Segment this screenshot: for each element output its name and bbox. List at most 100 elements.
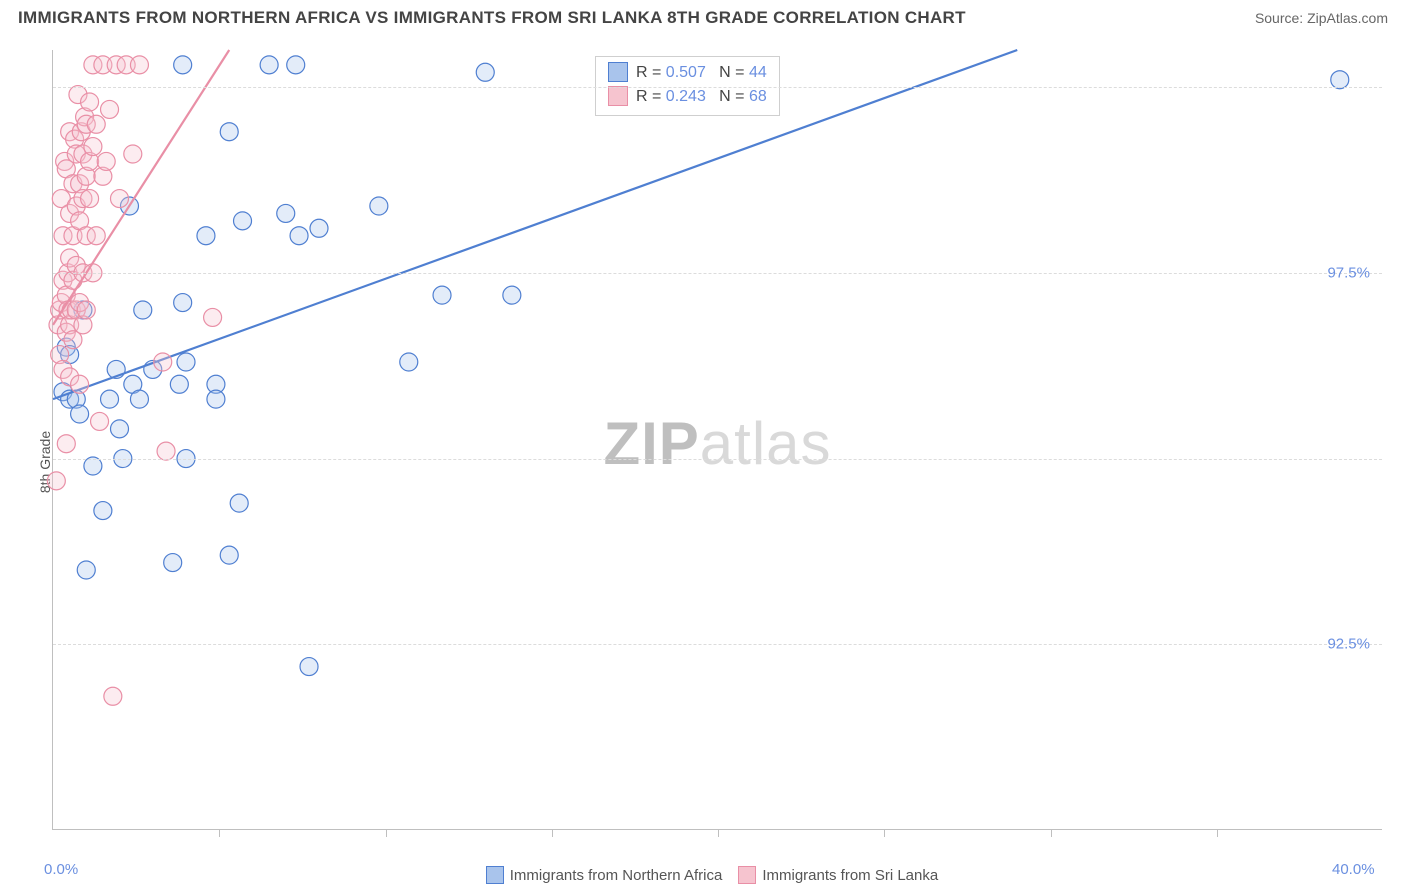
data-point	[61, 368, 79, 386]
data-point	[52, 190, 70, 208]
data-point	[433, 286, 451, 304]
y-tick-label: 97.5%	[1327, 264, 1370, 281]
data-point	[97, 152, 115, 170]
data-point	[277, 204, 295, 222]
data-point	[54, 227, 72, 245]
data-point	[94, 56, 112, 74]
y-axis-label: 8th Grade	[37, 431, 53, 493]
stat-row: R = 0.243 N = 68	[608, 85, 767, 109]
legend-label: Immigrants from Sri Lanka	[762, 867, 938, 884]
data-point	[67, 145, 85, 163]
data-point	[101, 100, 119, 118]
y-tick-label: 92.5%	[1327, 636, 1370, 653]
data-point	[174, 294, 192, 312]
data-point	[51, 301, 69, 319]
data-point	[54, 271, 72, 289]
data-point	[71, 294, 89, 312]
data-point	[77, 115, 95, 133]
stat-row: R = 0.507 N = 44	[608, 61, 767, 85]
data-point	[62, 301, 80, 319]
gridline	[53, 459, 1382, 460]
data-point	[71, 375, 89, 393]
data-point	[207, 375, 225, 393]
data-point	[130, 390, 148, 408]
data-point	[61, 390, 79, 408]
data-point	[130, 56, 148, 74]
data-point	[177, 353, 195, 371]
data-point	[71, 405, 89, 423]
data-point	[207, 390, 225, 408]
data-point	[370, 197, 388, 215]
data-point	[104, 687, 122, 705]
data-point	[124, 145, 142, 163]
data-point	[157, 442, 175, 460]
data-point	[310, 219, 328, 237]
data-point	[49, 316, 67, 334]
bottom-legend: Immigrants from Northern Africa Immigrant…	[14, 866, 1394, 884]
data-point	[204, 308, 222, 326]
data-point	[61, 123, 79, 141]
data-point	[66, 130, 84, 148]
data-point	[67, 197, 85, 215]
data-point	[476, 63, 494, 81]
data-point	[81, 93, 99, 111]
data-point	[101, 390, 119, 408]
x-tick	[884, 829, 885, 837]
data-point	[77, 167, 95, 185]
correlation-stat-box: R = 0.507 N = 44R = 0.243 N = 68	[595, 56, 780, 116]
data-point	[287, 56, 305, 74]
data-point	[400, 353, 418, 371]
data-point	[234, 212, 252, 230]
data-point	[91, 412, 109, 430]
data-point	[170, 375, 188, 393]
data-point	[111, 420, 129, 438]
data-point	[154, 353, 172, 371]
data-point	[124, 375, 142, 393]
chart-container: 8th Grade ZIPatlas R = 0.507 N = 44R = 0…	[14, 42, 1394, 882]
data-point	[64, 271, 82, 289]
x-tick-label: 40.0%	[1332, 861, 1375, 878]
chart-svg-layer	[53, 50, 1383, 830]
data-point	[81, 152, 99, 170]
data-point	[64, 175, 82, 193]
data-point	[84, 56, 102, 74]
data-point	[74, 190, 92, 208]
data-point	[84, 138, 102, 156]
x-tick-label: 0.0%	[44, 861, 78, 878]
x-tick	[1051, 829, 1052, 837]
legend-label: Immigrants from Northern Africa	[510, 867, 723, 884]
data-point	[174, 56, 192, 74]
data-point	[74, 301, 92, 319]
data-point	[107, 360, 125, 378]
trend-line	[53, 50, 229, 325]
data-point	[54, 383, 72, 401]
data-point	[111, 190, 129, 208]
data-point	[81, 190, 99, 208]
data-point	[57, 286, 75, 304]
data-point	[117, 56, 135, 74]
data-point	[71, 175, 89, 193]
data-point	[503, 286, 521, 304]
data-point	[84, 457, 102, 475]
data-point	[120, 197, 138, 215]
data-point	[197, 227, 215, 245]
data-point	[300, 658, 318, 676]
data-point	[61, 346, 79, 364]
data-point	[57, 338, 75, 356]
gridline	[53, 273, 1382, 274]
data-point	[64, 331, 82, 349]
data-point	[74, 316, 92, 334]
data-point	[220, 123, 238, 141]
legend-swatch	[738, 866, 756, 884]
data-point	[76, 108, 94, 126]
data-point	[67, 390, 85, 408]
data-point	[77, 561, 95, 579]
plot-area: ZIPatlas R = 0.507 N = 44R = 0.243 N = 6…	[52, 50, 1382, 830]
data-point	[77, 227, 95, 245]
watermark: ZIPatlas	[603, 408, 831, 477]
chart-title: IMMIGRANTS FROM NORTHERN AFRICA VS IMMIG…	[18, 8, 966, 28]
x-tick	[1217, 829, 1218, 837]
data-point	[230, 494, 248, 512]
x-tick	[386, 829, 387, 837]
gridline	[53, 644, 1382, 645]
